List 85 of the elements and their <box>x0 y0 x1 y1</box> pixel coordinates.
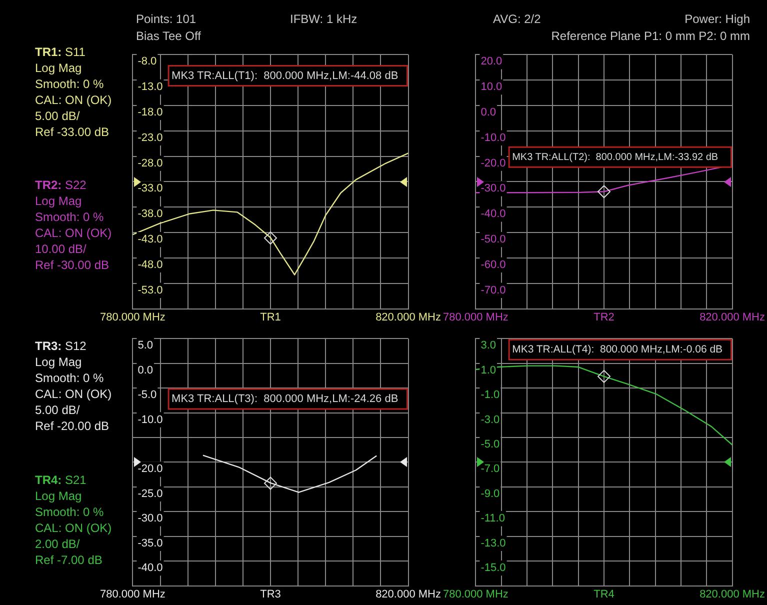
text: Log Mag <box>35 488 83 504</box>
y-tick-label: -9.0 <box>480 488 500 500</box>
y-tick-label: -11.0 <box>480 512 505 525</box>
x-tick-label: 820.000 MHz <box>700 311 766 324</box>
text: 2.00 dB/ <box>35 536 81 552</box>
y-tick-label: -30.0 <box>480 182 506 195</box>
text: Power: High <box>684 12 750 26</box>
y-tick-label: 1.0 <box>480 364 496 376</box>
y-tick-label: -40.0 <box>480 208 506 220</box>
text: CAL: ON (OK) <box>35 386 112 402</box>
text: Reference Plane P1: 0 mm P2: 0 mm <box>551 29 750 43</box>
y-tick-label: 3.0 <box>480 340 496 352</box>
y-tick-label: -8.0 <box>138 56 157 68</box>
x-tick-label: 780.000 MHz <box>100 311 166 324</box>
annotation: MK3 TR:ALL(T2): 800.000 MHz,LM:-33.92 dB <box>512 152 718 163</box>
y-tick-label: -10.0 <box>480 132 506 144</box>
text: Log Mag <box>35 354 83 370</box>
text: TR4: S21 <box>35 472 88 488</box>
text: TR1: S11 <box>35 44 86 60</box>
text: TR2: S22 <box>35 177 88 193</box>
y-tick-label: -25.0 <box>138 488 163 500</box>
text: Smooth: 0 % <box>35 504 105 520</box>
x-tick-label: TR2 <box>594 311 614 324</box>
text: 10.00 dB/ <box>35 241 88 257</box>
y-tick-label: -13.0 <box>480 537 506 550</box>
annotation: MK3 TR:ALL(T3): 800.000 MHz,LM:-24.26 dB <box>172 393 398 406</box>
x-tick-label: 820.000 MHz <box>376 588 442 600</box>
y-tick-label: -18.0 <box>138 106 163 118</box>
y-tick-label: -5.0 <box>138 389 157 402</box>
y-tick-label: -40.0 <box>138 562 163 574</box>
text: CAL: ON (OK) <box>35 92 112 108</box>
y-tick-label: -5.0 <box>480 438 500 451</box>
x-tick-label: TR1 <box>260 311 281 324</box>
y-tick-label: -3.0 <box>480 414 500 426</box>
x-tick-label: 820.000 MHz <box>700 588 766 600</box>
text: Smooth: 0 % <box>35 209 105 225</box>
text: Ref -20.00 dB <box>35 418 110 434</box>
y-tick-label: -10.0 <box>138 414 163 426</box>
annotation: MK3 TR:ALL(T1): 800.000 MHz,LM:-44.08 dB <box>172 70 398 82</box>
y-tick-label: -50.0 <box>480 234 506 246</box>
y-tick-label: -23.0 <box>138 132 163 144</box>
text: Ref -33.00 dB <box>35 124 110 140</box>
y-tick-label: -15.0 <box>480 562 506 574</box>
y-tick-label: 0.0 <box>138 364 154 376</box>
text: CAL: ON (OK) <box>35 520 112 536</box>
x-tick-label: 780.000 MHz <box>100 588 166 600</box>
text: AVG: 2/2 <box>493 12 541 26</box>
text: Points: 101 <box>136 12 196 26</box>
y-tick-label: -20.0 <box>480 157 506 170</box>
text: Log Mag <box>35 60 83 76</box>
y-tick-label: -33.0 <box>138 182 163 195</box>
y-tick-label: -60.0 <box>480 258 506 271</box>
y-tick-label: -20.0 <box>138 463 163 476</box>
y-tick-label: -48.0 <box>138 258 163 271</box>
text: Ref -30.00 dB <box>35 257 110 273</box>
y-tick-label: -7.0 <box>480 463 500 476</box>
y-tick-label: -30.0 <box>138 512 163 525</box>
x-tick-label: TR3 <box>260 588 281 600</box>
text: 5.00 dB/ <box>35 108 81 124</box>
y-tick-label: -43.0 <box>138 234 163 246</box>
y-tick-label: 10.0 <box>480 81 502 94</box>
x-tick-label: TR4 <box>594 588 614 600</box>
y-tick-label: -13.0 <box>138 81 163 94</box>
x-tick-label: 780.000 MHz <box>442 588 508 600</box>
x-tick-label: 820.000 MHz <box>376 311 442 324</box>
x-tick-label: 780.000 MHz <box>442 311 508 324</box>
y-tick-label: -1.0 <box>480 389 500 402</box>
text: Log Mag <box>35 193 83 209</box>
text: Smooth: 0 % <box>35 76 105 92</box>
text: CAL: ON (OK) <box>35 225 112 241</box>
text: TR3: S12 <box>35 338 88 354</box>
text: 5.00 dB/ <box>35 402 81 418</box>
text: Smooth: 0 % <box>35 370 105 386</box>
y-tick-label: 5.0 <box>138 340 154 352</box>
y-tick-label: -38.0 <box>138 208 163 220</box>
annotation: MK3 TR:ALL(T4): 800.000 MHz,LM:-0.06 dB <box>512 343 723 356</box>
y-tick-label: -35.0 <box>138 537 163 550</box>
y-tick-label: 20.0 <box>480 56 502 68</box>
text: Bias Tee Off <box>136 29 201 43</box>
text: IFBW: 1 kHz <box>290 12 358 26</box>
y-tick-label: -53.0 <box>138 284 163 296</box>
text: Ref -7.00 dB <box>35 552 104 568</box>
y-tick-label: -28.0 <box>138 157 163 170</box>
y-tick-label: 0.0 <box>480 106 496 118</box>
y-tick-label: -70.0 <box>480 284 506 296</box>
